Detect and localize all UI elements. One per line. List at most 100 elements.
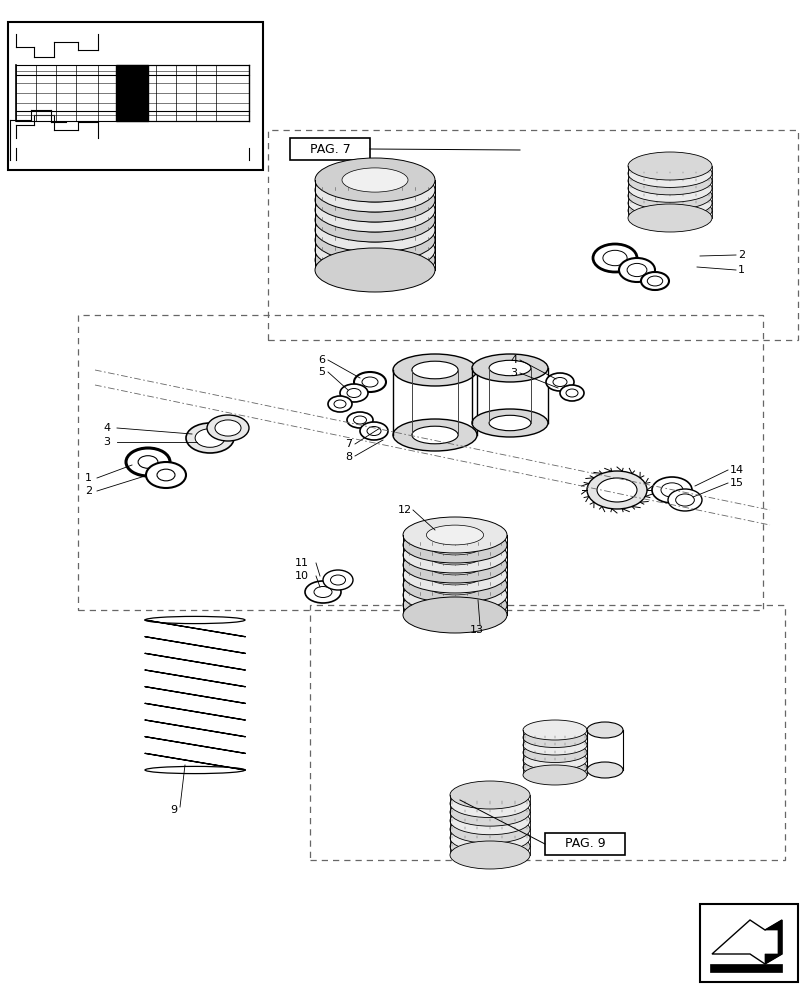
Ellipse shape	[586, 471, 646, 509]
Ellipse shape	[402, 587, 506, 623]
Ellipse shape	[341, 168, 407, 192]
Ellipse shape	[627, 182, 711, 210]
Polygon shape	[410, 550, 470, 600]
Ellipse shape	[341, 208, 407, 232]
Bar	[78, 315, 762, 610]
Text: 8: 8	[345, 452, 352, 462]
Ellipse shape	[402, 517, 506, 553]
Text: 12: 12	[397, 505, 412, 515]
Ellipse shape	[315, 238, 435, 282]
Ellipse shape	[560, 385, 583, 401]
Ellipse shape	[315, 158, 435, 202]
Ellipse shape	[522, 735, 586, 755]
Text: 7: 7	[345, 439, 352, 449]
Ellipse shape	[627, 167, 711, 195]
Ellipse shape	[449, 790, 530, 818]
Ellipse shape	[586, 762, 622, 778]
Text: 3: 3	[509, 368, 517, 378]
Text: 4: 4	[103, 423, 110, 433]
Ellipse shape	[367, 426, 380, 436]
Ellipse shape	[426, 555, 483, 575]
Ellipse shape	[315, 208, 435, 252]
Ellipse shape	[565, 389, 577, 397]
Text: 1: 1	[737, 265, 744, 275]
Ellipse shape	[341, 228, 407, 252]
Ellipse shape	[627, 189, 711, 217]
Text: 3: 3	[103, 437, 109, 447]
Ellipse shape	[627, 174, 711, 202]
Ellipse shape	[552, 377, 566, 386]
Ellipse shape	[627, 159, 711, 187]
Ellipse shape	[330, 575, 345, 585]
Ellipse shape	[346, 388, 361, 397]
Ellipse shape	[626, 263, 646, 277]
Ellipse shape	[411, 361, 457, 379]
Ellipse shape	[449, 798, 530, 826]
Polygon shape	[419, 530, 460, 570]
Ellipse shape	[315, 178, 435, 222]
Ellipse shape	[146, 462, 186, 488]
Ellipse shape	[522, 727, 586, 747]
Ellipse shape	[353, 416, 366, 424]
Bar	[268, 130, 797, 340]
Ellipse shape	[341, 248, 407, 272]
Ellipse shape	[340, 384, 367, 402]
Ellipse shape	[215, 420, 241, 436]
Ellipse shape	[145, 616, 245, 624]
Ellipse shape	[314, 586, 332, 597]
Ellipse shape	[315, 198, 435, 242]
Ellipse shape	[393, 354, 476, 386]
Ellipse shape	[592, 244, 636, 272]
Ellipse shape	[426, 525, 483, 545]
Ellipse shape	[315, 218, 435, 262]
Ellipse shape	[545, 373, 573, 391]
Ellipse shape	[145, 766, 245, 774]
Ellipse shape	[315, 228, 435, 272]
Ellipse shape	[449, 824, 530, 852]
Ellipse shape	[522, 720, 586, 740]
Ellipse shape	[157, 469, 175, 481]
Text: 5: 5	[318, 367, 324, 377]
Text: 2: 2	[85, 486, 92, 496]
Text: PAG. 9: PAG. 9	[564, 837, 604, 850]
Ellipse shape	[315, 188, 435, 232]
Ellipse shape	[471, 409, 547, 437]
Ellipse shape	[341, 198, 407, 222]
Bar	[544, 833, 624, 855]
Bar	[699, 904, 797, 982]
Ellipse shape	[426, 575, 483, 595]
Text: 4: 4	[509, 355, 517, 365]
Ellipse shape	[354, 372, 385, 392]
Text: 9: 9	[169, 805, 177, 815]
Ellipse shape	[640, 272, 668, 290]
Bar	[310, 605, 784, 860]
Ellipse shape	[333, 400, 345, 408]
Ellipse shape	[449, 832, 530, 860]
Polygon shape	[711, 920, 781, 964]
Ellipse shape	[402, 597, 506, 633]
Ellipse shape	[341, 188, 407, 212]
Text: 1: 1	[85, 473, 92, 483]
Ellipse shape	[305, 581, 341, 603]
Ellipse shape	[449, 841, 530, 869]
Text: 11: 11	[294, 558, 309, 568]
Polygon shape	[764, 920, 781, 964]
Ellipse shape	[602, 250, 626, 266]
Bar	[290, 138, 370, 160]
Ellipse shape	[627, 152, 711, 180]
Ellipse shape	[323, 570, 353, 590]
Ellipse shape	[522, 758, 586, 778]
Ellipse shape	[402, 547, 506, 583]
Ellipse shape	[426, 595, 483, 615]
Ellipse shape	[627, 204, 711, 232]
Ellipse shape	[426, 565, 483, 585]
Ellipse shape	[341, 218, 407, 242]
Ellipse shape	[627, 197, 711, 225]
Ellipse shape	[328, 396, 351, 412]
Ellipse shape	[471, 354, 547, 382]
Ellipse shape	[488, 360, 530, 376]
Ellipse shape	[126, 448, 169, 476]
Ellipse shape	[341, 238, 407, 262]
Ellipse shape	[449, 807, 530, 835]
Ellipse shape	[426, 545, 483, 565]
